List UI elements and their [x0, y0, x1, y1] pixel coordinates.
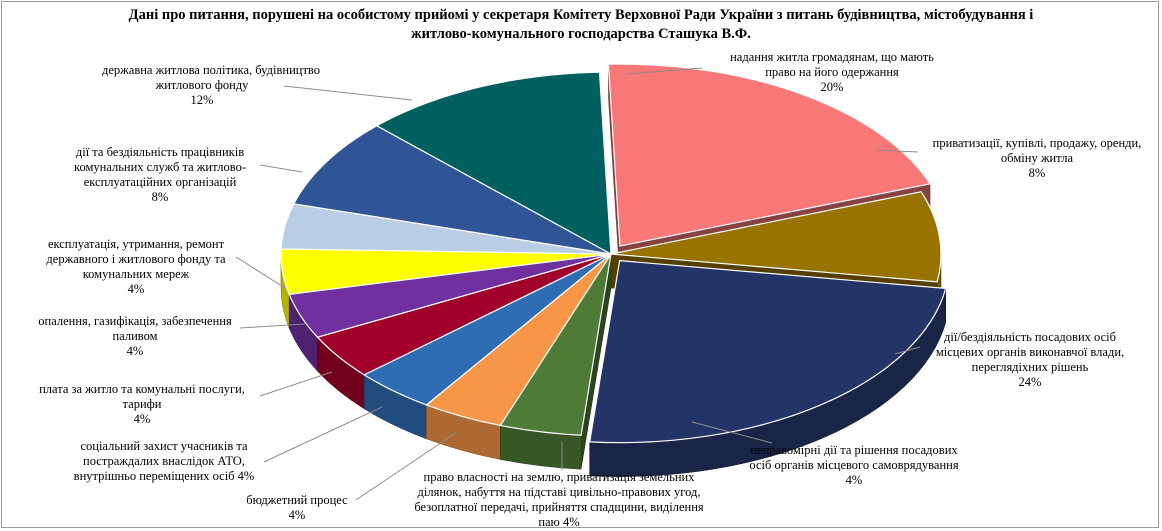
- pie-slice-12: [375, 71, 612, 256]
- data-label-9-line-1: опалення, газифікація, забезпечення: [38, 314, 232, 328]
- data-label-3-line-2: місцевих органів виконавчої влади,: [935, 345, 1125, 359]
- data-label-3-value: 24%: [1018, 375, 1042, 389]
- data-label-5-line-2: ділянок, набуття на підставі цивільно-пр…: [417, 485, 701, 499]
- data-label-1-line-1: надання житла громадянам, що мають: [730, 50, 934, 64]
- leader-line-1: [626, 67, 703, 75]
- pie-slice-3: [589, 259, 947, 444]
- leader-line-10: [235, 256, 286, 289]
- data-label-4-line-2: осіб органів місцевого самоврядування: [749, 458, 959, 472]
- data-label-2-line-1: приватизації, купівлі, продажу, оренди,: [932, 136, 1142, 150]
- data-label-5-line-1: право власності на землю, приватизація з…: [423, 470, 695, 484]
- data-label-5-line-4: паю 4%: [538, 515, 580, 529]
- data-label-11-line-2: комунальних служб та житлово-: [74, 160, 246, 174]
- data-label-2: приватизації, купівлі, продажу, оренди, о…: [919, 136, 1155, 181]
- pie-slice-2: [610, 191, 942, 283]
- data-label-7-line-3: внутрішньо переміщених осіб 4%: [73, 469, 255, 483]
- data-label-6: бюджетний процес 4%: [238, 493, 356, 523]
- pie-slice-1: [607, 63, 932, 247]
- data-label-7-line-1: соціальний захист учасників та: [80, 439, 248, 453]
- data-label-8-line-1: плата за житло та комунальні послуги,: [39, 382, 245, 396]
- data-label-4: неправомірні дії та рішення посадових осі…: [724, 443, 984, 488]
- data-label-1-value: 20%: [820, 80, 844, 94]
- data-label-10: експлуатація, утримання, ремонт державног…: [36, 237, 236, 297]
- pie-slice-11: [292, 125, 612, 255]
- data-label-10-value: 4%: [127, 282, 145, 296]
- data-label-6-line-1: бюджетний процес: [246, 493, 348, 507]
- data-label-12-value: 12%: [190, 93, 214, 107]
- data-label-1: надання житла громадянам, що мають право …: [722, 50, 942, 95]
- leader-line-11: [259, 164, 303, 173]
- data-label-8-value: 4%: [133, 412, 151, 426]
- data-label-3: дії/бездіяльність посадових осіб місцевих…: [920, 330, 1140, 390]
- data-label-9-line-2: паливом: [112, 329, 158, 343]
- data-label-11-line-3: експлуатаційних організацій: [83, 175, 237, 189]
- data-label-12: державна житлова політика, будівництво жи…: [102, 63, 320, 108]
- leader-line-7: [263, 406, 383, 463]
- data-label-2-value: 8%: [1028, 166, 1046, 180]
- chart-title: Дані про питання, порушені на особистому…: [2, 6, 1160, 44]
- data-label-10-line-3: комунальних мереж: [82, 267, 190, 281]
- data-label-4-value: 4%: [845, 473, 863, 487]
- data-label-12-line-2: житлового фонду: [155, 78, 249, 92]
- leader-line-9: [239, 323, 306, 329]
- data-label-11-value: 8%: [151, 190, 169, 204]
- data-label-3-line-1: дії/бездіяльність посадових осіб: [944, 330, 1116, 344]
- leader-line-8: [259, 371, 333, 397]
- data-label-10-line-2: державного і житлового фонду та: [46, 252, 226, 266]
- data-label-1-line-2: право на його одержання: [765, 65, 899, 79]
- data-label-10-line-1: експлуатація, утримання, ремонт: [47, 237, 225, 251]
- leader-line-3: [894, 346, 921, 355]
- data-label-6-value: 4%: [288, 508, 306, 522]
- data-label-2-line-2: обміну житла: [1000, 151, 1074, 165]
- data-label-7: соціальний захист учасників та постраждал…: [64, 439, 264, 484]
- data-label-9: опалення, газифікація, забезпечення палив…: [30, 314, 240, 359]
- data-label-12-line-1: державна житлова політика, будівництво: [102, 63, 320, 77]
- data-label-5: право власності на землю, приватизація з…: [394, 470, 724, 530]
- leader-line-12: [283, 85, 413, 101]
- leader-line-6: [355, 431, 458, 501]
- data-label-11: дії та бездіяльність працівників комуналь…: [60, 145, 260, 205]
- data-label-4-line-1: неправомірні дії та рішення посадових: [750, 443, 958, 457]
- data-label-9-value: 4%: [126, 344, 144, 358]
- leader-line-4: [691, 421, 773, 444]
- chart-title-line-1: Дані про питання, порушені на особистому…: [128, 7, 1034, 23]
- data-label-11-line-1: дії та бездіяльність працівників: [75, 145, 245, 159]
- data-label-8: плата за житло та комунальні послуги, тар…: [22, 382, 262, 427]
- data-label-8-line-2: тарифи: [122, 397, 162, 411]
- data-label-3-line-3: переглядіхних рішень: [971, 360, 1089, 374]
- data-label-5-line-3: безоплатної передачі, прийняття спадщини…: [414, 500, 704, 514]
- leader-line-2: [876, 149, 919, 153]
- data-label-7-line-2: постраждалих внаслідок АТО,: [83, 454, 245, 468]
- chart-title-line-2: житлово-комунального господарства Сташук…: [411, 26, 751, 42]
